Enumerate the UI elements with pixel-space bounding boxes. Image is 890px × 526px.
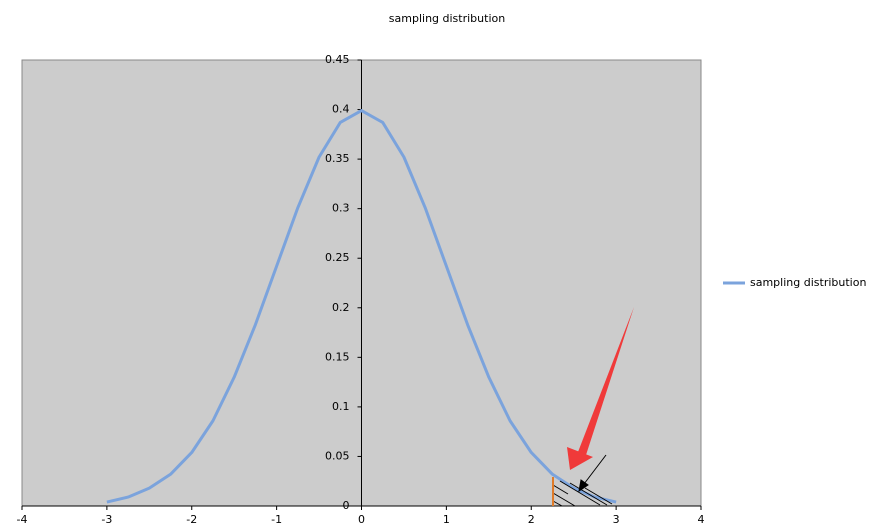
hatch-line <box>552 500 563 507</box>
plot <box>21 59 702 510</box>
x-tick-label: -1 <box>271 513 282 526</box>
y-tick-label: 0.4 <box>332 103 350 116</box>
red-arrow-head <box>567 447 593 470</box>
x-tick-label: 3 <box>613 513 620 526</box>
y-tick-label: 0.15 <box>325 350 350 363</box>
hatch-line <box>552 484 569 495</box>
hatch-line <box>584 487 613 505</box>
y-tick-label: 0.45 <box>325 53 350 66</box>
x-tick-label: 2 <box>528 513 535 526</box>
x-tick-label: 0 <box>358 513 365 526</box>
y-tick-label: 0.3 <box>332 202 350 215</box>
red-arrow <box>578 307 634 455</box>
series-line <box>106 109 617 504</box>
y-tick-label: 0.25 <box>325 251 350 264</box>
x-tick-label: 1 <box>443 513 450 526</box>
chart-title: sampling distribution <box>389 12 505 25</box>
pointer-arrow-head <box>578 479 589 493</box>
y-tick-label: 0.35 <box>325 152 350 165</box>
x-tick-label: 4 <box>698 513 705 526</box>
x-tick-label: -4 <box>17 513 28 526</box>
y-tick-label: 0 <box>343 499 350 512</box>
pointer-arrow <box>583 454 607 485</box>
y-tick-label: 0.2 <box>332 301 350 314</box>
annotations <box>552 307 634 507</box>
y-tick-label: 0.1 <box>332 400 350 413</box>
legend-label: sampling distribution <box>750 276 866 289</box>
hatch-line <box>569 482 608 506</box>
x-tick-label: -2 <box>186 513 197 526</box>
y-tick-label: 0.05 <box>325 449 350 462</box>
x-tick-label: -3 <box>101 513 112 526</box>
hatch-line <box>559 480 601 506</box>
hatch-line <box>552 492 576 507</box>
